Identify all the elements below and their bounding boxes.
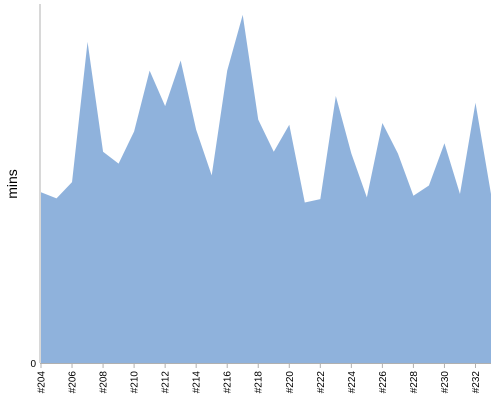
x-tick-label: #204 — [37, 371, 48, 394]
x-tick-label: #216 — [223, 371, 234, 394]
y-axis-ticks: 0 — [30, 359, 36, 370]
y-axis-label: mins — [4, 169, 20, 199]
x-tick-label: #210 — [130, 371, 141, 394]
x-tick-label: #230 — [440, 371, 451, 394]
x-tick-label: #222 — [316, 371, 327, 394]
x-tick-label: #224 — [347, 371, 358, 394]
x-axis-ticks: #204 #206 #208 #210 #212 #214 #216 #218 #220 #222… — [37, 363, 482, 393]
x-tick-label: #220 — [285, 371, 296, 394]
x-tick-label: #228 — [409, 371, 420, 394]
x-tick-label: #212 — [161, 371, 172, 394]
x-tick-label: #218 — [254, 371, 265, 394]
y-tick-label: 0 — [30, 359, 36, 370]
area-layer — [41, 14, 491, 363]
x-tick-label: #206 — [68, 371, 79, 394]
x-tick-label: #232 — [471, 371, 482, 394]
x-tick-label: #208 — [99, 371, 110, 394]
series-area — [41, 14, 491, 363]
x-tick-label: #214 — [192, 371, 203, 394]
x-tick-label: #226 — [378, 371, 389, 394]
